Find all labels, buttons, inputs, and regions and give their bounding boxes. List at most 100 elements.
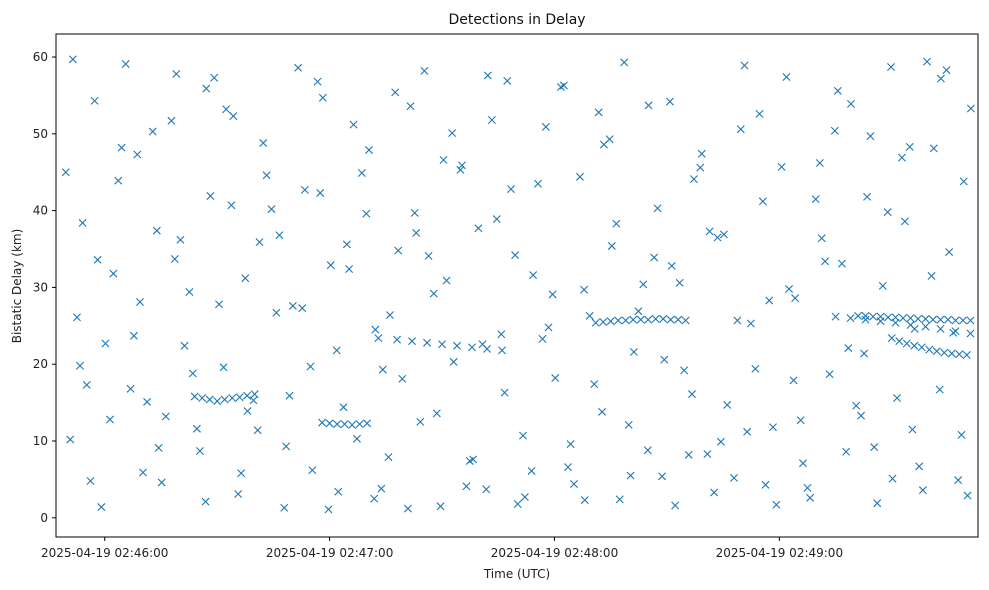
data-point [660, 355, 669, 364]
data-point [723, 400, 732, 409]
data-point [154, 443, 163, 452]
data-point [825, 370, 834, 379]
data-point [772, 500, 781, 509]
data-point [133, 150, 142, 159]
data-point [243, 391, 252, 400]
data-point [696, 163, 705, 172]
data-point [955, 350, 964, 359]
data-point [519, 431, 527, 440]
data-point [680, 366, 689, 375]
data-point [222, 105, 231, 114]
data-point [806, 493, 815, 502]
data-point [910, 341, 919, 350]
data-point [294, 63, 303, 72]
data-point [503, 76, 512, 85]
data-point [644, 315, 653, 324]
data-point [789, 376, 798, 385]
data-point [876, 312, 885, 321]
data-point [250, 390, 259, 399]
data-point [408, 337, 417, 346]
data-point [456, 165, 465, 174]
data-point [220, 395, 229, 404]
data-point [513, 499, 522, 508]
data-point [730, 473, 738, 482]
data-point [348, 420, 357, 429]
data-point [746, 319, 755, 328]
data-point [893, 394, 902, 402]
data-point [884, 313, 893, 322]
data-point [929, 144, 938, 153]
data-point [180, 341, 189, 350]
data-point [921, 314, 930, 323]
data-point [923, 57, 932, 66]
data-point [249, 396, 258, 405]
data-point [636, 315, 645, 324]
data-point [143, 397, 152, 406]
data-point [559, 81, 568, 90]
data-point [259, 139, 268, 148]
data-point [201, 497, 210, 506]
data-point [689, 175, 698, 184]
data-point [861, 315, 870, 324]
data-point [68, 55, 77, 64]
data-point [761, 480, 770, 489]
data-point [364, 145, 373, 154]
data-point [957, 430, 966, 439]
data-point [921, 322, 930, 331]
data-point [462, 482, 471, 491]
data-point [580, 285, 589, 294]
data-point [483, 344, 492, 353]
data-point [394, 246, 403, 255]
data-point [538, 334, 547, 343]
data-point [339, 403, 348, 412]
data-point [497, 330, 506, 339]
data-point [758, 197, 767, 206]
data-point [688, 390, 697, 399]
data-point [962, 351, 971, 359]
data-point [66, 435, 75, 444]
data-point [854, 311, 863, 320]
data-point [643, 446, 652, 455]
data-point [842, 447, 851, 456]
chart-title: Detections in Delay [448, 12, 585, 28]
data-point [325, 419, 334, 428]
data-point [410, 208, 419, 217]
data-point [869, 312, 878, 321]
data-point [167, 116, 176, 125]
data-point [423, 338, 432, 347]
data-point [507, 185, 515, 194]
data-point [316, 188, 325, 197]
data-point [219, 363, 228, 372]
data-point [363, 419, 372, 428]
data-point [866, 132, 875, 141]
data-point [228, 394, 237, 402]
data-point [416, 417, 425, 426]
y-tick-label: 0 [40, 511, 48, 525]
data-point [420, 66, 429, 75]
data-point [658, 472, 667, 481]
data-point [796, 416, 805, 425]
data-point [541, 122, 550, 131]
data-point [188, 369, 197, 378]
data-point [846, 314, 855, 323]
data-point [448, 129, 457, 138]
data-point [575, 172, 584, 181]
data-point [449, 357, 458, 366]
data-point [846, 99, 855, 108]
data-point [675, 278, 684, 287]
data-point [72, 313, 81, 322]
data-point [697, 149, 706, 158]
data-point [267, 205, 276, 214]
data-point [671, 501, 680, 510]
data-point [551, 374, 560, 383]
data-point [227, 201, 236, 210]
data-point [492, 215, 501, 224]
x-tick-label: 2025-04-19 02:47:00 [266, 546, 393, 560]
data-point [114, 176, 123, 185]
data-point [357, 169, 366, 177]
data-point [743, 427, 752, 436]
data-point [377, 484, 386, 493]
data-point [863, 192, 872, 201]
y-tick-label: 10 [33, 434, 48, 448]
data-point [942, 66, 951, 75]
